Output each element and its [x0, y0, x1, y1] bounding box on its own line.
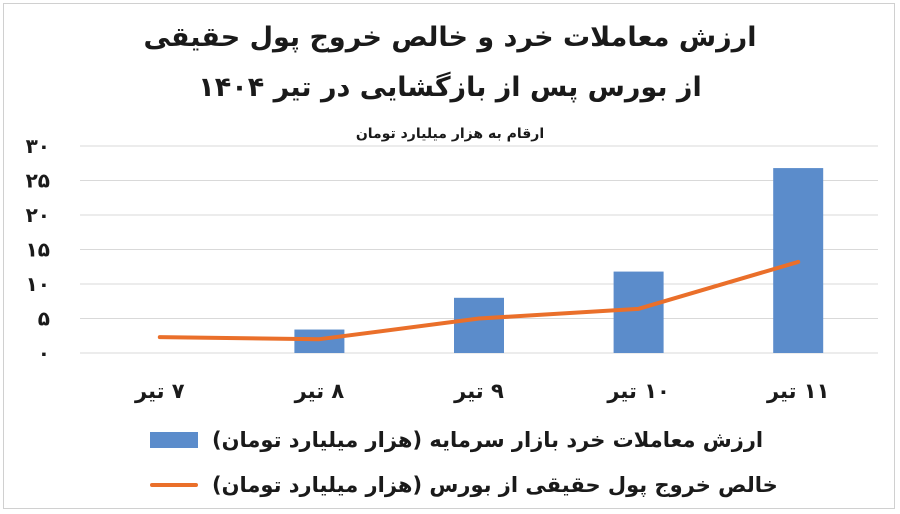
bar — [454, 297, 504, 353]
chart-subtitle: ارقام به هزار میلیارد تومان — [355, 126, 545, 142]
legend-item-line-series: خالص خروج پول حقیقی از بورس (هزار میلیار… — [150, 470, 778, 500]
legend-label-line-series: خالص خروج پول حقیقی از بورس (هزار میلیار… — [212, 473, 778, 497]
legend-swatch-bar — [150, 432, 198, 448]
x-tick-label: ۷ تیر — [134, 379, 185, 403]
legend-item-bar-series: ارزش معاملات خرد بازار سرمایه (هزار میلی… — [150, 425, 763, 455]
chart-title-line-1: ارزش معاملات خرد و خالص خروج پول حقیقی — [143, 22, 757, 53]
y-tick-label: ۲۵ — [26, 169, 50, 193]
y-tick-label: ۱۰ — [26, 272, 50, 296]
bar — [613, 271, 664, 353]
y-tick-label: ۰ — [38, 341, 50, 365]
y-tick-label: ۱۵ — [26, 238, 50, 262]
x-tick-label: ۹ تیر — [453, 379, 504, 403]
bar — [294, 329, 345, 353]
x-tick-label: ۸ تیر — [294, 379, 345, 403]
y-tick-label: ۲۰ — [26, 203, 50, 227]
y-tick-label: ۵ — [38, 307, 50, 331]
chart-title-line-2: از بورس پس از بازگشایی در تیر ۱۴۰۴ — [198, 72, 702, 103]
x-tick-label: ۱۱ تیر — [766, 379, 829, 403]
legend-label-bar-series: ارزش معاملات خرد بازار سرمایه (هزار میلی… — [212, 428, 764, 452]
legend-swatch-line — [150, 483, 198, 487]
x-tick-label: ۱۰ تیر — [606, 379, 669, 403]
chart-frame — [3, 3, 895, 509]
y-tick-label: ۳۰ — [26, 134, 50, 158]
